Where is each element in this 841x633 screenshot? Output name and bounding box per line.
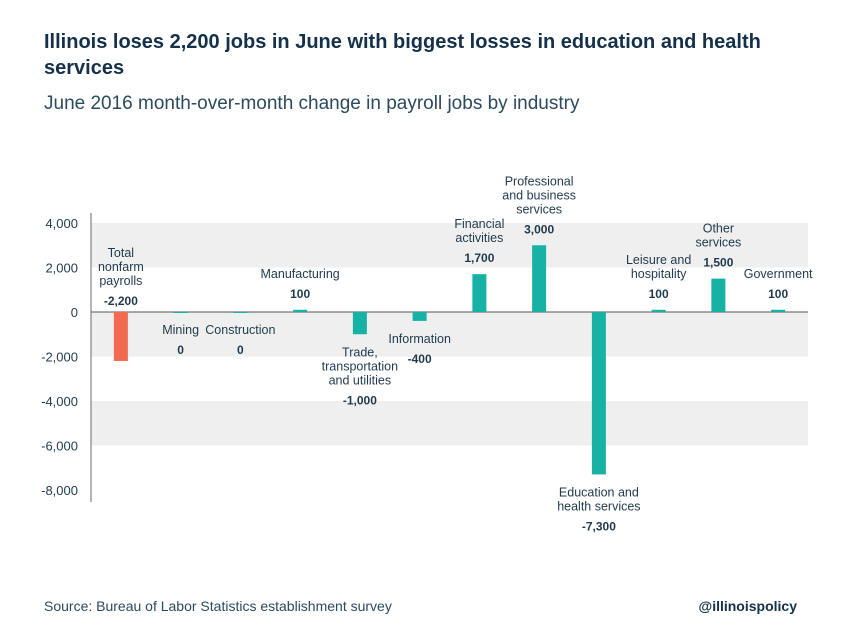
bar (591, 312, 606, 475)
category-label: Construction (205, 323, 275, 337)
category-label: Total (108, 246, 134, 260)
bar (472, 274, 487, 312)
category-label: nonfarm (98, 260, 144, 274)
data-label: 3,000 (524, 222, 554, 236)
data-label: 0 (237, 343, 244, 357)
data-label: -400 (408, 352, 432, 366)
data-label: -7,300 (582, 519, 616, 533)
data-label: -1,000 (343, 393, 377, 407)
y-tick-label: -4,000 (41, 394, 78, 409)
y-tick-label: -8,000 (41, 483, 78, 498)
category-label: payrolls (99, 274, 142, 288)
bar (352, 312, 367, 335)
data-label: -2,200 (104, 294, 138, 308)
bar (233, 312, 248, 313)
category-label: hospitality (631, 267, 687, 281)
bar (651, 309, 666, 312)
category-label: Information (388, 332, 451, 346)
data-label: 1,500 (703, 256, 733, 270)
category-label: Other (703, 222, 734, 236)
category-label: services (516, 202, 562, 216)
data-label: 0 (177, 343, 184, 357)
category-label: and utilities (329, 373, 392, 387)
bar (173, 312, 188, 313)
source-note: Source: Bureau of Labor Statistics estab… (44, 598, 392, 614)
bar (532, 245, 547, 312)
y-tick-label: 4,000 (45, 216, 78, 231)
category-label: and business (502, 188, 576, 202)
y-tick-label: 2,000 (45, 261, 78, 276)
category-label: health services (557, 499, 640, 513)
y-tick-label: 0 (71, 305, 78, 320)
illinois-policy-handle: @illinoispolicy (698, 598, 797, 614)
data-label: 1,700 (464, 251, 494, 265)
category-label: transportation (322, 359, 398, 373)
category-label: Financial (454, 217, 504, 231)
grid-band (91, 401, 808, 446)
chart-title: Illinois loses 2,200 jobs in June with b… (44, 31, 761, 79)
category-label: Trade, (342, 345, 378, 359)
bar (771, 309, 786, 312)
category-label: Mining (162, 323, 199, 337)
category-label: Leisure and (626, 253, 691, 267)
chart-subtitle: June 2016 month-over-month change in pay… (44, 93, 580, 114)
bar (412, 312, 427, 321)
grid-band (91, 223, 808, 268)
grid-band (91, 312, 808, 357)
category-label: activities (455, 231, 503, 245)
bar (711, 278, 726, 312)
category-label: Government (744, 267, 813, 281)
category-label: Education and (559, 485, 639, 499)
y-tick-label: -2,000 (41, 350, 78, 365)
category-label: Professional (505, 174, 574, 188)
bar (113, 312, 128, 361)
category-label: Manufacturing (261, 267, 340, 281)
bar (293, 309, 308, 312)
data-label: 100 (290, 287, 310, 301)
data-label: 100 (768, 287, 788, 301)
category-label: services (695, 236, 741, 250)
y-tick-label: -6,000 (41, 439, 78, 454)
data-label: 100 (649, 287, 669, 301)
